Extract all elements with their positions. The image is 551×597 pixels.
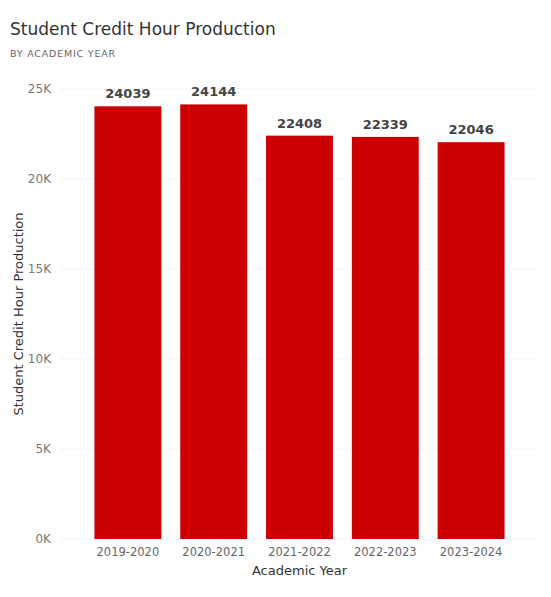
x-axis-title: Academic Year	[252, 563, 348, 578]
x-tick-label: 2019-2020	[97, 545, 160, 559]
y-tick-label: 20K	[28, 172, 52, 186]
x-tick-label: 2020-2021	[182, 545, 245, 559]
bars	[94, 104, 504, 539]
chart-root: Student Credit Hour Production BY ACADEMI…	[0, 0, 551, 597]
x-tick-label: 2022-2023	[354, 545, 417, 559]
bar	[266, 136, 333, 539]
y-tick-label: 5K	[35, 442, 52, 456]
bar	[180, 104, 247, 539]
data-label: 22046	[448, 122, 493, 137]
x-tick-label: 2021-2022	[268, 545, 331, 559]
bar	[438, 142, 505, 539]
data-label: 24039	[105, 86, 150, 101]
x-tick-label: 2023-2024	[440, 545, 503, 559]
y-tick-label: 15K	[28, 262, 52, 276]
data-label: 22408	[277, 116, 322, 131]
y-tick-label: 25K	[28, 82, 52, 96]
y-tick-label: 0K	[35, 532, 52, 546]
data-label: 24144	[191, 84, 236, 99]
y-axis-title: Student Credit Hour Production	[11, 212, 26, 415]
subtitle: BY ACADEMIC YEAR	[10, 48, 116, 59]
y-tick-label: 10K	[28, 352, 52, 366]
title: Student Credit Hour Production	[10, 19, 276, 39]
bar	[94, 106, 161, 539]
data-label: 22339	[363, 117, 408, 132]
bar	[352, 137, 419, 539]
